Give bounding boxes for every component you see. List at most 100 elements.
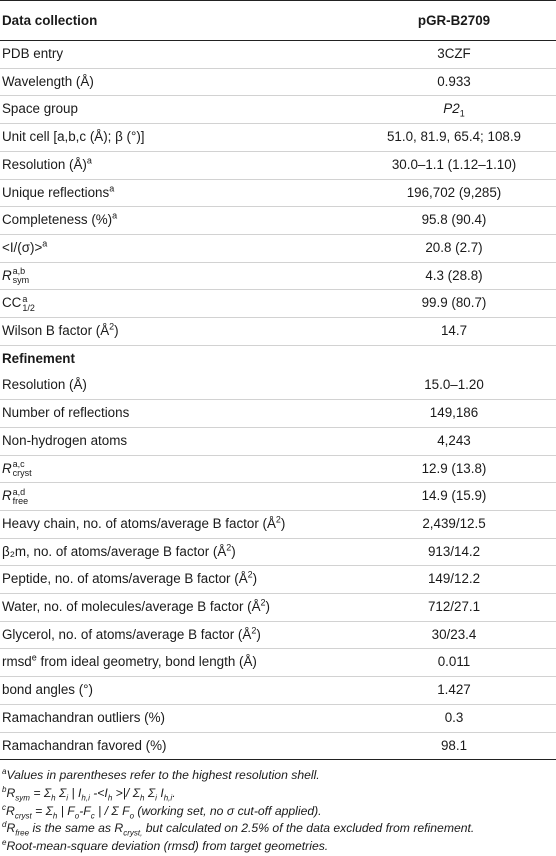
row-label: Heavy chain, no. of atoms/average B fact… [0, 510, 352, 539]
footnote-text: Rcryst = Σh | Fo-Fc | / Σ Fo (working se… [6, 803, 322, 821]
label-text: β₂m, no. of atoms/average B factor (Å [2, 543, 227, 559]
label-text: Non-hydrogen atoms [2, 432, 128, 448]
row-value: 0.933 [352, 68, 556, 97]
label-script: a,d free [12, 487, 29, 506]
table-row: <I/(σ)>a 20.8 (2.7) [0, 234, 556, 263]
value-sub: 1 [459, 109, 465, 120]
row-label: Unique reflectionsa [0, 179, 352, 208]
value-text: 20.8 (2.7) [425, 239, 483, 255]
row-label: β₂m, no. of atoms/average B factor (Å2) [0, 538, 352, 567]
label-text: Space group [2, 101, 78, 117]
table-row: Unique reflectionsa 196,702 (9,285) [0, 179, 556, 208]
label-sup: 2 [247, 569, 253, 580]
table-row: Ramachandran outliers (%) 0.3 [0, 704, 556, 733]
row-label: Ramachandran favored (%) [0, 732, 352, 761]
label-sup: 2 [251, 625, 257, 636]
footnote-text: Rsym = Σh Σi | Ih,i -<Ih >|/ Σh Σi Ih,i. [6, 785, 176, 803]
value-text: 30.0–1.1 (1.12–1.10) [391, 156, 517, 172]
row-label: Refinement [0, 345, 352, 372]
row-value: 98.1 [352, 732, 556, 761]
row-label: Water, no. of molecules/average B factor… [0, 593, 352, 622]
header-data-collection: Data collection [0, 0, 352, 41]
row-label: Number of reflections [0, 399, 352, 428]
label-text: Heavy chain, no. of atoms/average B fact… [2, 515, 276, 531]
label-text: Resolution (Å) [2, 156, 87, 172]
value-text: 196,702 (9,285) [406, 184, 502, 200]
row-label: Completeness (%)a [0, 206, 352, 235]
table-row: Number of reflections 149,186 [0, 399, 556, 428]
footnote: aValues in parentheses refer to the high… [0, 767, 556, 785]
table-body: PDB entry 3CZF Wavelength (Å) 0.933 Space gr… [0, 40, 556, 761]
table-row: Peptide, no. of atoms/average B factor (… [0, 565, 556, 595]
table-row: Completeness (%)a 95.8 (90.4) [0, 206, 556, 235]
label-sup: e [31, 653, 37, 663]
row-value: 4,243 [352, 427, 556, 456]
table-row: Resolution (Å)a 30.0–1.1 (1.12–1.10) [0, 151, 556, 180]
footnote-mark: e [2, 837, 7, 847]
footnote: eRoot-mean-square deviation (rmsd) from … [0, 838, 556, 856]
label-text: Unique reflections [2, 184, 110, 200]
label-text: rmsd [2, 654, 32, 670]
footnote-mark: b [2, 784, 7, 794]
row-value: 149/12.2 [352, 565, 556, 595]
label-sup: 2 [109, 321, 115, 332]
row-label: <I/(σ)>a [0, 234, 352, 263]
data-collection-refinement-table: Data collection pGR-B2709 PDB entry 3CZF W… [0, 0, 556, 761]
label-sup: a [22, 293, 28, 304]
label-text: Ramachandran favored (%) [2, 737, 167, 753]
value-text: 3CZF [437, 46, 471, 61]
label-text: Resolution (Å) [2, 377, 87, 393]
header-pgr-b2709: pGR-B2709 [352, 0, 556, 41]
label-text: Peptide, no. of atoms/average B factor (… [2, 571, 248, 587]
value-text: 4,243 [437, 432, 471, 448]
row-label: Peptide, no. of atoms/average B factor (… [0, 565, 352, 595]
value-text: 1.427 [437, 682, 471, 698]
row-value: 196,702 (9,285) [352, 179, 556, 208]
row-label: Resolution (Å) [0, 372, 352, 401]
table-row: Space group P21 [0, 95, 556, 125]
label-suffix: ) [280, 515, 286, 531]
label-text: Completeness (%) [2, 212, 113, 228]
label-sub: cryst [12, 468, 32, 478]
row-label: Glycerol, no. of atoms/average B factor … [0, 621, 352, 650]
table-row: rmsde from ideal geometry, bond length (… [0, 648, 556, 678]
table-row: Ramachandran favored (%) 98.1 [0, 732, 556, 761]
row-label: rmsde from ideal geometry, bond length (… [0, 648, 352, 678]
label-suffix: ) [114, 323, 119, 339]
table-row: PDB entry 3CZF [0, 40, 556, 69]
label-script: a,b sym [13, 267, 30, 285]
value-text: 0.933 [437, 73, 471, 89]
row-value: 0.011 [352, 648, 556, 678]
label-suffix: ) [231, 543, 236, 559]
value-text: 0.011 [437, 654, 471, 670]
value-text: 14.7 [440, 323, 468, 339]
row-label: Non-hydrogen atoms [0, 427, 352, 456]
table-row: bond angles (°) 1.427 [0, 676, 556, 705]
row-value: 4.3 (28.8) [352, 262, 556, 291]
label-sub: sym [12, 275, 30, 286]
label-suffix: ) [265, 599, 270, 615]
row-value: 2,439/12.5 [352, 510, 556, 539]
value-text: 95.8 (90.4) [421, 212, 487, 228]
row-value [352, 345, 556, 372]
label-text: PDB entry [2, 46, 64, 61]
row-value: 30.0–1.1 (1.12–1.10) [352, 151, 556, 180]
value-text: 0.3 [444, 709, 464, 725]
label-text: Water, no. of molecules/average B factor… [2, 599, 261, 615]
label-sup: a [42, 238, 48, 249]
label-text: R [2, 267, 12, 283]
label-suffix: ) [252, 571, 258, 587]
value-text: 12.9 (13.8) [421, 460, 487, 476]
value-text: 15.0–1.20 [424, 377, 484, 393]
row-value: 712/27.1 [352, 593, 556, 622]
label-sub: free [12, 495, 29, 506]
label-text: R [2, 488, 12, 504]
row-value: 30/23.4 [352, 621, 556, 650]
value-text: 51.0, 81.9, 65.4; 108.9 [386, 129, 522, 145]
value-text: 30/23.4 [431, 626, 477, 642]
